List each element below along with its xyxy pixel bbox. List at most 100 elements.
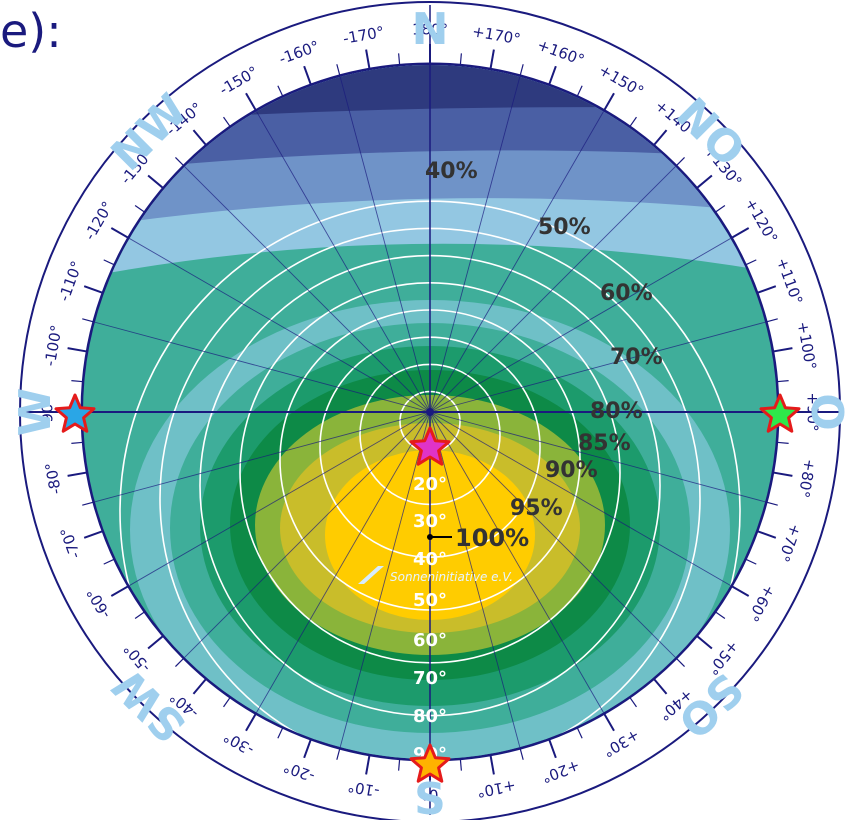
tilt-20: 20° xyxy=(413,474,447,495)
ring-tick xyxy=(134,205,146,213)
percent-100: 100% xyxy=(455,524,529,552)
ring-tick xyxy=(519,747,524,760)
azimuth-label: -80° xyxy=(42,461,65,496)
compass-west: W xyxy=(10,388,61,437)
ring-tick xyxy=(223,696,231,708)
tilt-50: 50° xyxy=(413,590,447,611)
ring-tick xyxy=(398,53,401,66)
percent-labels: 40% 50% 60% 70% 80% 85% 90% 95% 100% xyxy=(425,159,663,552)
ring-tick xyxy=(756,285,777,294)
ring-tick xyxy=(730,227,750,239)
azimuth-spoke xyxy=(83,318,431,413)
ring-tick xyxy=(548,65,557,86)
ring-tick xyxy=(772,347,793,353)
ring-tick xyxy=(192,677,208,695)
ring-tick xyxy=(745,558,757,565)
ring-tick xyxy=(83,285,104,294)
azimuth-spoke xyxy=(336,65,431,413)
ring-tick xyxy=(730,585,750,597)
ring-tick xyxy=(365,49,371,70)
watermark-text: Sonneninitiative e.V. xyxy=(390,570,513,584)
ring-tick xyxy=(765,318,778,323)
ring-tick xyxy=(245,712,257,732)
tilt-40: 40° xyxy=(413,549,447,570)
south-star xyxy=(409,743,451,783)
azimuth-spoke xyxy=(429,318,777,413)
azimuth-label: 180° xyxy=(412,21,448,39)
compass-east: O xyxy=(801,393,849,430)
ring-tick xyxy=(245,92,257,112)
percent-50: 50% xyxy=(538,215,591,240)
ring-tick xyxy=(714,205,726,213)
azimuth-spoke xyxy=(249,100,431,413)
azimuth-spoke xyxy=(175,157,431,413)
azimuth-spoke xyxy=(429,157,685,413)
azimuth-spoke xyxy=(175,411,431,667)
ring-tick xyxy=(652,129,668,147)
watermark: Sonneninitiative e.V. xyxy=(358,566,513,584)
tilt-60: 60° xyxy=(413,630,447,651)
ring-tick xyxy=(776,380,789,383)
ring-tick xyxy=(756,530,777,539)
ring-tick xyxy=(776,441,789,444)
ring-tick xyxy=(629,696,637,708)
azimuth-spoke xyxy=(429,411,524,759)
ring-tick xyxy=(336,64,341,77)
ring-tick xyxy=(629,116,637,128)
azimuth-label: +90° xyxy=(804,392,822,431)
percent-80: 80% xyxy=(590,399,643,424)
azimuth-spoke xyxy=(336,411,431,759)
ring-tick xyxy=(548,738,557,759)
ring-tick xyxy=(175,157,185,167)
percent-40: 40% xyxy=(425,159,478,184)
ring-tick xyxy=(772,471,793,477)
ring-tick xyxy=(765,501,778,506)
azimuth-spoke xyxy=(118,231,431,413)
center-star xyxy=(409,426,451,466)
title-fragment: e): xyxy=(0,4,62,58)
ring-tick xyxy=(365,754,371,775)
ring-tick xyxy=(82,318,95,323)
compass-north: N xyxy=(412,4,449,55)
ring-tick xyxy=(459,53,462,66)
ring-tick xyxy=(459,758,462,771)
ring-tick xyxy=(147,174,165,190)
ring-tick xyxy=(576,85,583,97)
azimuth-spoke xyxy=(429,411,685,667)
ring-tick xyxy=(82,501,95,506)
east-star xyxy=(759,393,801,433)
ring-tick xyxy=(603,92,615,112)
ring-tick xyxy=(603,712,615,732)
azimuth-spoke xyxy=(83,411,431,506)
ring-tick xyxy=(277,727,284,739)
azimuth-spoke xyxy=(429,411,611,724)
ring-tick xyxy=(745,259,757,266)
ring-tick xyxy=(147,634,165,650)
markers xyxy=(54,393,801,783)
azimuth-label: 0° xyxy=(421,786,438,804)
ring-tick xyxy=(695,174,713,190)
ring-tick xyxy=(489,754,495,775)
azimuth-spoke xyxy=(429,100,611,413)
percent-95: 95% xyxy=(510,496,563,521)
ring-tick xyxy=(71,441,84,444)
azimuth-spoke xyxy=(429,411,742,593)
ring-tick xyxy=(336,747,341,760)
azimuth-spoke xyxy=(429,411,777,506)
azimuth-label: -90° xyxy=(39,396,57,428)
azimuth-label: -10° xyxy=(346,777,381,800)
ring-tick xyxy=(110,227,130,239)
azimuth-spoke xyxy=(118,411,431,593)
percent-90: 90% xyxy=(545,458,598,483)
ring-tick xyxy=(675,657,685,667)
azimuth-spoke xyxy=(429,231,742,413)
ring-tick xyxy=(134,611,146,619)
ring-tick xyxy=(675,157,685,167)
ring-tick xyxy=(277,85,284,97)
percent-85: 85% xyxy=(578,431,631,456)
ring-tick xyxy=(695,634,713,650)
ring-tick xyxy=(519,64,524,77)
ring-tick xyxy=(223,116,231,128)
ring-tick xyxy=(110,585,130,597)
ring-tick xyxy=(71,380,84,383)
